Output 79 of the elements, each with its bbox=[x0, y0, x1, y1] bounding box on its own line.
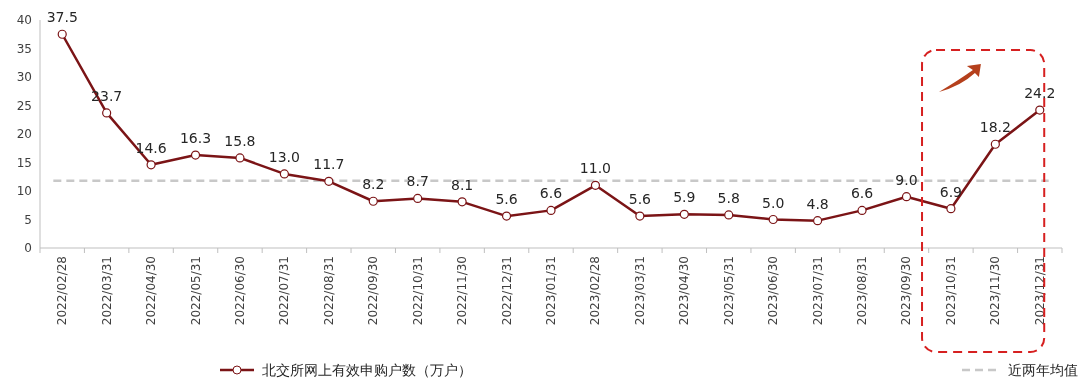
text: 16.3 bbox=[179, 130, 212, 147]
text: 5.0 bbox=[762, 194, 785, 211]
text: 5.6 bbox=[628, 191, 651, 208]
text: 37.5 bbox=[46, 9, 78, 26]
x-tick-label: 2023/10/31 bbox=[943, 256, 958, 326]
x-tick-label: 2023/02/28 bbox=[588, 256, 603, 326]
x-tick-label: 2022/02/28 bbox=[55, 256, 70, 326]
x-tick-label: 2023/03/31 bbox=[632, 256, 647, 326]
text: 5.8 bbox=[717, 189, 740, 206]
point bbox=[1035, 105, 1045, 115]
y-tick-label: 20 bbox=[16, 127, 32, 141]
point bbox=[146, 160, 156, 170]
point bbox=[102, 108, 112, 118]
point bbox=[857, 205, 867, 215]
x-tick-label: 2022/12/31 bbox=[499, 256, 514, 326]
y-tick-label: 40 bbox=[16, 13, 32, 27]
text: 6.6 bbox=[539, 185, 563, 202]
point bbox=[768, 214, 778, 225]
x-tick-label: 2022/10/31 bbox=[410, 256, 425, 326]
text: 6.6 bbox=[850, 185, 874, 202]
text: 13.0 bbox=[268, 148, 300, 165]
text: 24.2 bbox=[1024, 85, 1056, 102]
y-tick-label: 25 bbox=[16, 98, 32, 113]
x-tick-label: 2023/12/31 bbox=[1032, 256, 1047, 326]
text: 11.0 bbox=[579, 160, 612, 177]
x-tick-label: 2022/03/31 bbox=[99, 256, 114, 326]
x-tick-label: 2022/04/30 bbox=[144, 256, 159, 326]
point bbox=[813, 216, 823, 226]
point bbox=[501, 211, 512, 221]
y-tick-label: 30 bbox=[16, 70, 32, 84]
x-tick-label: 2023/06/30 bbox=[766, 256, 781, 326]
x-tick-label: 2022/05/31 bbox=[188, 256, 203, 326]
y-tick-label: 0 bbox=[24, 241, 32, 255]
point bbox=[413, 193, 423, 204]
text: 14.6 bbox=[135, 139, 167, 156]
point bbox=[190, 150, 201, 160]
text: 4.8 bbox=[806, 195, 829, 212]
text: 8.7 bbox=[406, 173, 429, 190]
x-tick-label: 2022/09/30 bbox=[366, 256, 381, 326]
x-tick-label: 2023/04/30 bbox=[677, 256, 692, 326]
text: 9.0 bbox=[895, 171, 918, 188]
point bbox=[324, 176, 334, 186]
x-tick-label: 2023/08/31 bbox=[855, 256, 870, 326]
point bbox=[635, 211, 645, 221]
y-tick-label: 15 bbox=[16, 155, 32, 170]
text: 11.7 bbox=[313, 156, 345, 173]
y-tick-label: 35 bbox=[16, 41, 32, 56]
text: 6.9 bbox=[939, 183, 963, 200]
y-tick-label: 5 bbox=[24, 212, 32, 227]
point bbox=[590, 180, 601, 190]
x-tick-label: 2022/07/31 bbox=[277, 256, 292, 326]
x-tick-label: 2023/11/30 bbox=[988, 256, 1003, 326]
text: 15.8 bbox=[224, 132, 256, 149]
text: 5.9 bbox=[673, 189, 696, 206]
legend-label: 近两年均值 bbox=[1008, 362, 1078, 378]
text: 8.1 bbox=[451, 176, 474, 193]
x-tick-label: 2023/09/30 bbox=[899, 256, 914, 326]
point bbox=[57, 29, 67, 39]
point bbox=[901, 192, 912, 202]
point bbox=[546, 205, 556, 215]
text: 5.6 bbox=[495, 191, 518, 208]
legend-label: 北交所网上有效申购户数（万户） bbox=[262, 362, 472, 378]
text: 8.2 bbox=[362, 176, 385, 193]
x-tick-label: 2023/05/31 bbox=[721, 256, 736, 326]
x-tick-label: 2022/08/31 bbox=[321, 256, 336, 326]
point bbox=[279, 169, 289, 179]
point bbox=[457, 197, 467, 207]
text: 18.2 bbox=[979, 119, 1011, 136]
x-tick-label: 2022/06/30 bbox=[232, 256, 247, 326]
point bbox=[946, 204, 956, 214]
x-tick-label: 2023/01/31 bbox=[544, 256, 558, 326]
point bbox=[679, 209, 689, 219]
point bbox=[368, 196, 378, 206]
y-tick-label: 10 bbox=[16, 184, 32, 198]
point bbox=[724, 210, 734, 220]
x-tick-label: 2022/11/30 bbox=[455, 256, 470, 326]
point bbox=[990, 139, 1000, 149]
point bbox=[235, 153, 245, 163]
x-tick-label: 2023/07/31 bbox=[810, 256, 825, 326]
